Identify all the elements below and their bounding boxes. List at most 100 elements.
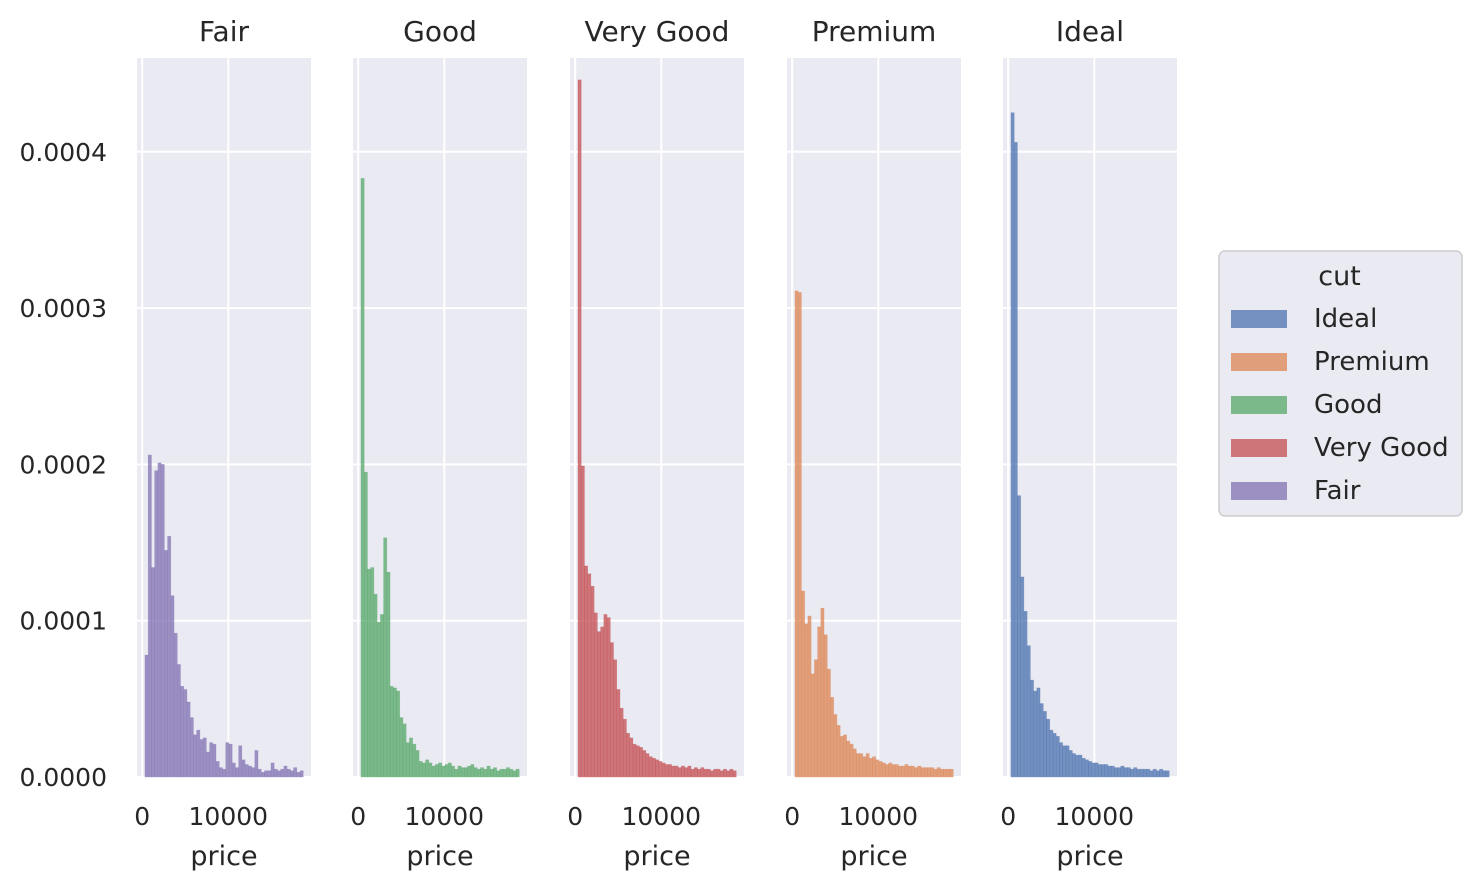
histogram-bar [723, 768, 727, 778]
histogram-bar [1152, 768, 1157, 778]
histogram-bar [1130, 768, 1135, 778]
histogram-bar [493, 767, 497, 778]
histogram-bar [907, 765, 912, 778]
histogram-bar [251, 767, 256, 778]
histogram-bar [173, 632, 178, 778]
histogram-bar [807, 615, 812, 778]
histogram-bar [460, 767, 465, 778]
histogram-bar [729, 768, 734, 778]
histogram-bar [901, 765, 906, 778]
histogram-bar [1084, 759, 1089, 778]
histogram-bar [833, 714, 838, 778]
histogram-bar [1068, 750, 1073, 778]
histogram-bar [373, 593, 378, 778]
histogram-bar [499, 768, 504, 778]
y-tick-label: 0.0001 [20, 607, 107, 636]
histogram-bar [389, 686, 394, 778]
histogram-bar [927, 767, 931, 778]
histogram-bar [212, 743, 217, 778]
histogram-bar [590, 586, 595, 778]
histogram-bar [629, 737, 634, 778]
legend-title: cut [1318, 261, 1361, 292]
legend-swatch [1231, 439, 1287, 457]
histogram-bar [293, 767, 298, 778]
histogram-bar [677, 767, 682, 778]
panels: Fair 0 10000 price Good 0 10000 price Very Good 0… [134, 15, 1177, 872]
histogram-bar [671, 765, 676, 778]
histogram-bar [367, 568, 371, 778]
histogram-bar [244, 764, 249, 778]
histogram-bar [826, 668, 831, 778]
histogram-bar [1075, 754, 1080, 778]
histogram-bar [392, 687, 397, 778]
histogram-bar [846, 740, 851, 778]
histogram-bar [1156, 770, 1160, 778]
histogram-bar [710, 770, 714, 778]
histogram-bar [441, 765, 446, 778]
histogram-bar [904, 764, 909, 778]
histogram-bar [1052, 732, 1057, 778]
histogram-bar [425, 759, 430, 778]
histogram-bar [894, 764, 899, 778]
histogram-bar [1088, 761, 1093, 778]
histogram-bar [603, 614, 608, 778]
x-tick-label: 10000 [839, 802, 919, 831]
x-tick-label: 0 [1000, 802, 1016, 831]
legend-swatch [1231, 353, 1287, 371]
histogram-bar [817, 626, 822, 778]
x-tick-label: 0 [784, 802, 800, 831]
legend-label: Premium [1314, 347, 1430, 377]
histogram-bar [700, 767, 705, 778]
legend-label: Good [1314, 390, 1382, 420]
histogram-bar [1139, 768, 1144, 778]
histogram-bar [1091, 762, 1096, 778]
y-tick-label: 0.0004 [20, 138, 107, 167]
histogram-bar [642, 750, 647, 778]
histogram-bar [1030, 679, 1034, 778]
histogram-bar [363, 471, 368, 778]
histogram-bar [486, 765, 491, 778]
histogram-bar [930, 767, 935, 778]
histogram-bar [199, 739, 204, 778]
y-tick-label: 0.0003 [20, 294, 107, 323]
histogram-bar [218, 767, 223, 778]
histogram-bar [296, 772, 301, 778]
panel-title: Ideal [1056, 15, 1124, 48]
histogram-bar [228, 743, 233, 778]
histogram-bar [703, 768, 708, 778]
histogram-bar [154, 470, 159, 778]
histogram-bar [600, 626, 605, 778]
histogram-bar [661, 762, 666, 778]
histogram-bar [1039, 703, 1044, 778]
histogram-bar [684, 767, 689, 778]
histogram-bar [189, 717, 194, 778]
histogram-bar [859, 753, 864, 778]
histogram-bar [687, 765, 692, 778]
histogram-bar [881, 762, 886, 778]
histogram-bar [606, 617, 611, 778]
histogram-bar [183, 689, 188, 778]
panel-background [787, 58, 961, 777]
histogram-bar [1081, 757, 1086, 778]
histogram-bar [422, 762, 426, 778]
histogram-bar [923, 767, 928, 778]
histogram-bar [164, 550, 168, 778]
x-axis-label: price [1056, 841, 1123, 872]
histogram-bar [872, 756, 877, 778]
histogram-bar [144, 654, 149, 778]
histogram-bar [470, 764, 475, 778]
histogram-bar [509, 768, 514, 778]
legend-swatch [1231, 482, 1287, 500]
histogram-bar [794, 290, 799, 778]
x-tick-label: 0 [134, 802, 150, 831]
histogram-bar [1165, 770, 1170, 778]
histogram-bar [584, 565, 588, 778]
histogram-bar [1010, 112, 1015, 778]
histogram-bar [1059, 742, 1063, 778]
x-tick-label: 10000 [622, 802, 702, 831]
y-tick-label: 0.0002 [20, 450, 107, 479]
histogram-bar [264, 770, 269, 778]
histogram-bar [635, 745, 640, 778]
histogram-bar [476, 768, 481, 778]
histogram-bar [1107, 765, 1112, 778]
